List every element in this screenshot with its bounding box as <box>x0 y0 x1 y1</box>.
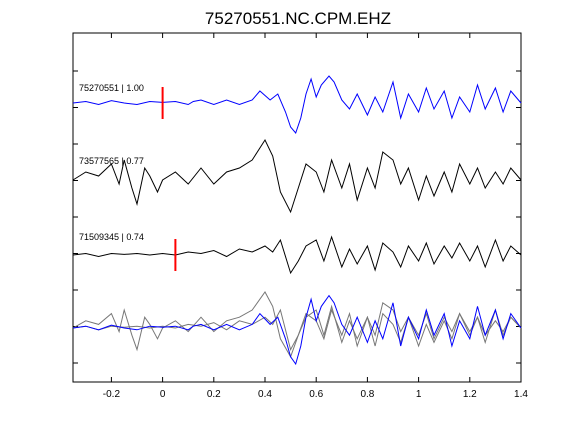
trace-label: 71509345 | 0.74 <box>79 232 144 242</box>
axis-ticks: -0.2 0 0.2 0.4 0.6 0.8 1 1.2 1.4 <box>73 33 528 400</box>
overlay-trace-line <box>72 294 522 366</box>
traces: 75270551 | 1.00 73577565 | 0.77 71509345 |… <box>72 75 522 366</box>
trace-line <box>72 235 522 275</box>
trace-line <box>72 75 522 134</box>
trace-label: 73577565 | 0.77 <box>79 156 144 166</box>
x-tick-label: 0.6 <box>309 389 323 400</box>
overlay-trace-line <box>72 291 522 358</box>
x-tick-label: -0.2 <box>103 389 121 400</box>
overlay-trace-line <box>72 304 522 351</box>
x-tick-label: 0 <box>160 389 166 400</box>
plot-frame <box>72 32 522 383</box>
x-tick-label: 1 <box>416 389 422 400</box>
trace-line <box>72 138 522 214</box>
chart-title: 75270551.NC.CPM.EHZ <box>205 9 391 28</box>
x-tick-label: 0.2 <box>207 389 221 400</box>
x-tick-label: 1.2 <box>463 389 477 400</box>
x-tick-label: 0.4 <box>258 389 272 400</box>
x-tick-label: 0.8 <box>360 389 374 400</box>
x-tick-label: 1.4 <box>514 389 528 400</box>
trace-label: 75270551 | 1.00 <box>79 83 144 93</box>
